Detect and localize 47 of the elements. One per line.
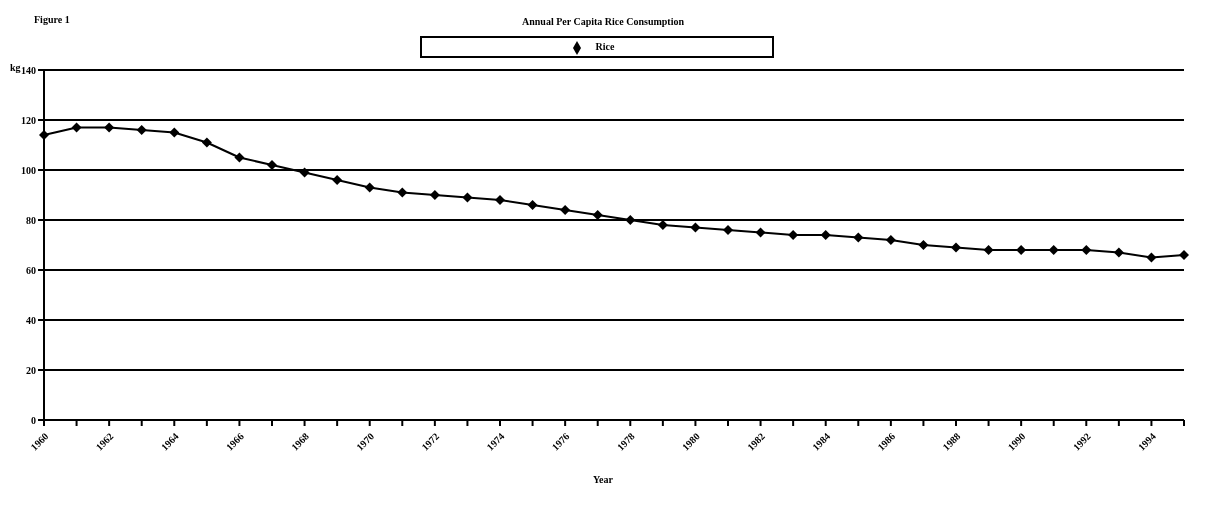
point [755, 227, 766, 238]
point [1081, 245, 1092, 255]
point [429, 190, 440, 200]
y-tick-label: 40 [26, 314, 36, 326]
point [983, 245, 994, 255]
point [1146, 252, 1157, 263]
point [723, 225, 733, 235]
point [364, 182, 375, 193]
point [853, 232, 864, 243]
point [299, 167, 310, 178]
chart-title: Annual Per Capita Rice Consumption [521, 16, 685, 27]
point [820, 230, 831, 240]
y-tick-label: 60 [26, 264, 36, 276]
y-axis-title: kg [10, 62, 21, 73]
y-tick-label: 100 [21, 164, 36, 176]
point [332, 175, 343, 185]
point [1048, 245, 1059, 255]
point [1113, 247, 1124, 258]
y-tick-label: 20 [26, 364, 36, 376]
point [201, 137, 212, 148]
x-axis-title: Year [592, 474, 614, 485]
point [104, 122, 115, 133]
y-tick-label: 80 [26, 214, 36, 226]
y-tick-label: 120 [21, 114, 36, 126]
y-tick-label: 140 [21, 64, 36, 76]
point [918, 240, 929, 250]
point [885, 235, 896, 245]
legend-label: Rice [595, 41, 615, 52]
caption: Figure 1 [34, 14, 70, 25]
point [71, 122, 82, 133]
point [462, 192, 473, 203]
point [625, 215, 636, 225]
y-tick-label: 0 [31, 414, 36, 426]
point [169, 127, 180, 138]
point [397, 187, 408, 198]
point [1179, 250, 1189, 260]
point [495, 195, 505, 205]
point [136, 125, 147, 135]
point [527, 200, 538, 210]
point [39, 130, 49, 140]
point [560, 205, 571, 215]
point [690, 222, 701, 233]
point [234, 152, 245, 163]
point [592, 210, 603, 220]
point [267, 160, 277, 170]
point [657, 220, 668, 230]
point [951, 242, 961, 253]
